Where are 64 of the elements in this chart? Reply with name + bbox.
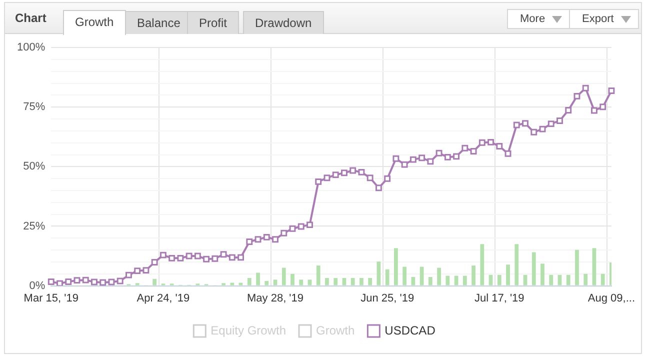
x-tick-label: Mar 15, '19 [24,292,78,304]
bar [480,244,484,286]
bar [566,274,570,286]
bar [394,248,398,286]
x-tick-label: Apr 24, '19 [136,292,190,304]
bar [247,278,252,286]
bar [462,276,467,286]
x-tick-label: Jun 25, '19 [360,292,414,304]
bar [273,280,278,286]
y-tick-label: 25% [23,220,46,232]
text: More [507,9,570,29]
bar [592,248,596,286]
bar [299,280,304,286]
bar [558,274,562,286]
bar [238,282,243,286]
bar [360,278,364,286]
bar [488,274,493,286]
bar [290,274,294,286]
legend-label: USDCAD [384,323,436,338]
bar [342,278,346,286]
bar [152,278,157,286]
text: Drawdown [243,11,324,34]
bar [334,278,338,286]
bar [256,272,260,286]
bar [446,276,450,286]
bar [575,250,579,286]
bar [549,274,554,286]
bar [472,266,476,286]
bar [584,274,588,286]
y-tick-label: 100% [16,42,46,54]
bar [316,266,320,286]
y-tick-label: 75% [23,101,46,114]
bar [325,278,329,286]
x-tick-label: May 28, '19 [246,292,304,304]
bar [385,269,390,286]
bar [411,276,416,286]
bar [532,252,536,286]
text: Balance [125,11,192,34]
text: Profit [187,11,240,34]
bar [420,266,424,286]
bar [264,281,269,286]
bar [523,274,528,286]
bar [350,278,355,286]
x-tick-label: Jul 17, '19 [474,292,524,304]
bar [454,276,458,286]
bar [437,268,441,286]
bar [376,262,381,286]
bar [230,282,234,286]
bar [497,274,502,286]
text: Export [569,9,639,29]
y-tick-label: 0% [29,280,46,292]
bar [402,266,407,286]
y-tick-label: 50% [23,160,46,173]
bar [506,264,510,286]
bar [428,276,432,286]
text: Growth [63,10,126,35]
bar [514,244,519,286]
bar [368,278,372,286]
chart-title: Chart [15,11,46,25]
bar [308,280,312,286]
x-tick-label: Aug 09,... [588,292,636,304]
bar [600,274,605,286]
bar [282,268,286,286]
bar [540,264,544,286]
